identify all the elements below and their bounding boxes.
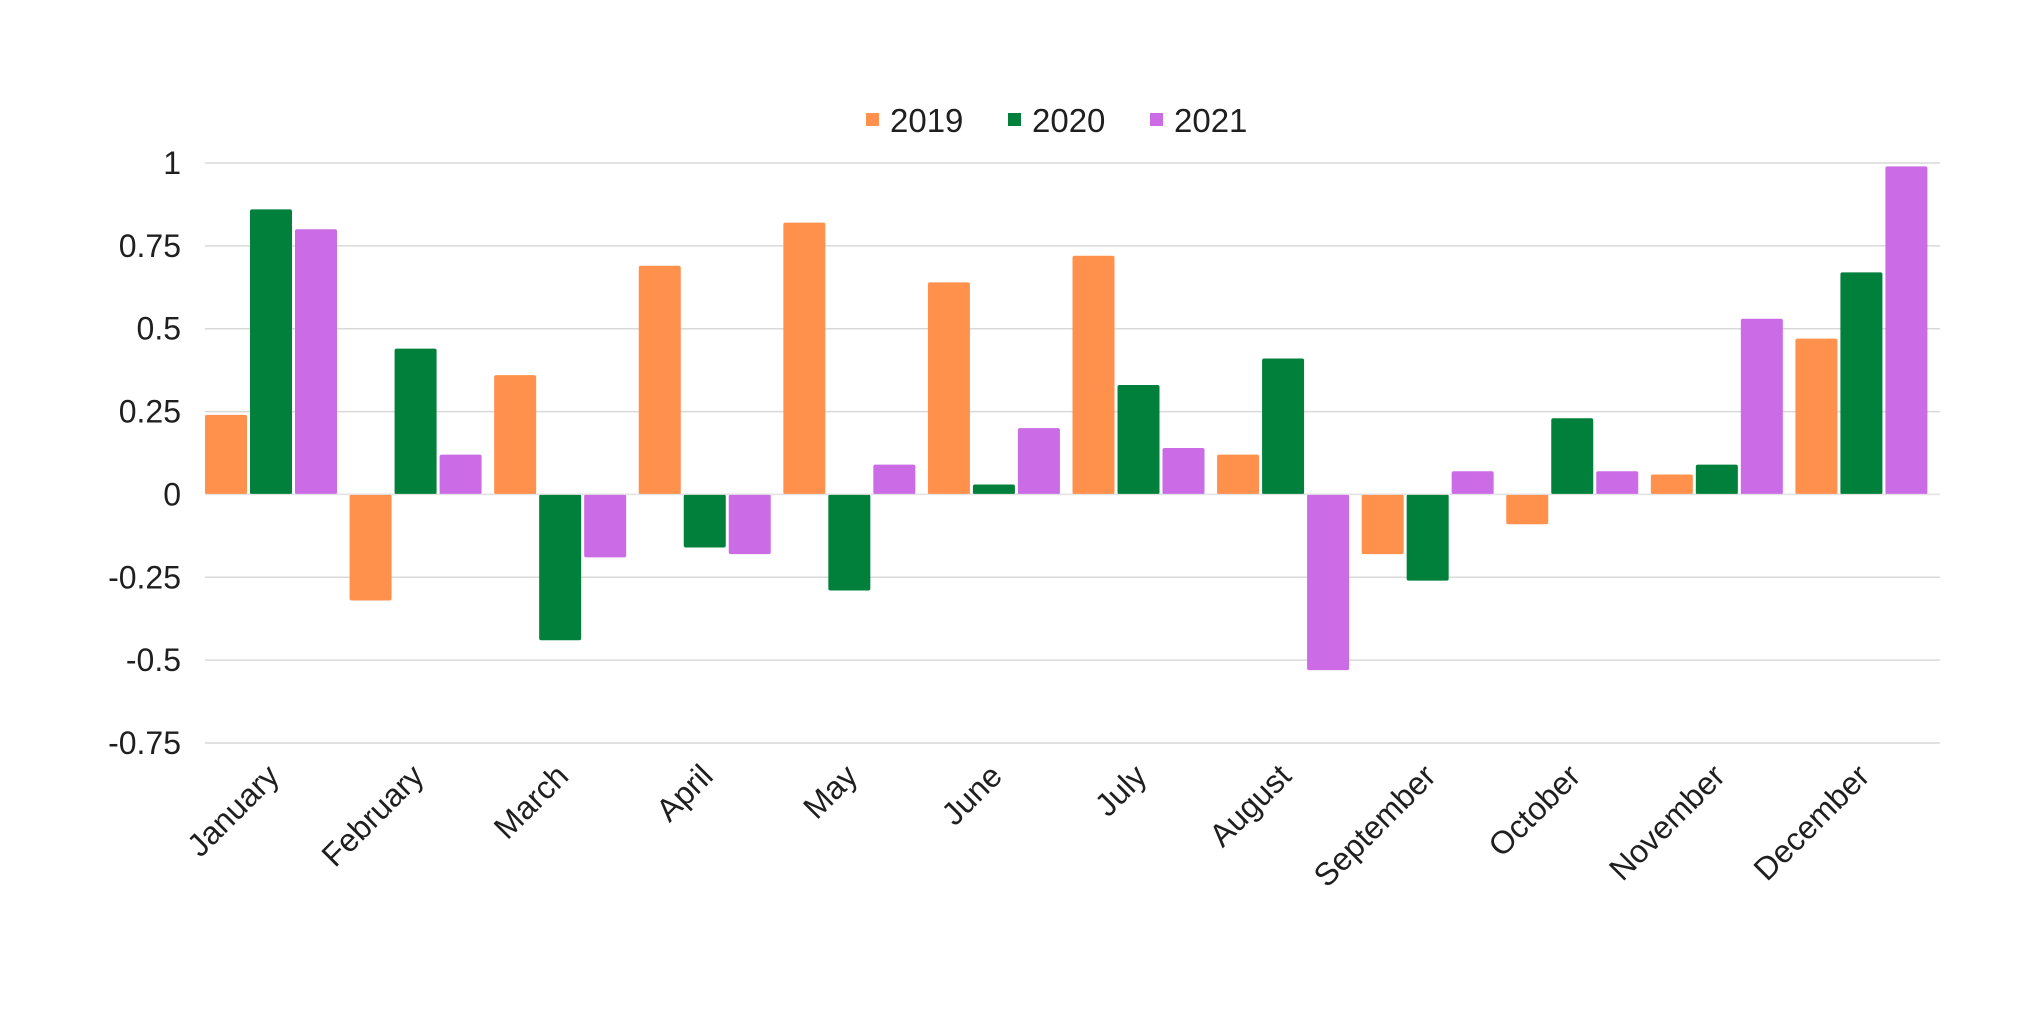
- bar-2021-august: [1307, 494, 1350, 671]
- bar-2020-november: [1695, 464, 1738, 495]
- x-tick-label: October: [1481, 757, 1587, 863]
- bar-2020-january: [250, 209, 292, 495]
- x-tick-label: November: [1602, 757, 1732, 887]
- bar-2020-october: [1551, 418, 1594, 495]
- x-tick-label: September: [1306, 757, 1442, 893]
- y-tick-label: -0.75: [108, 725, 181, 761]
- bar-2019-april: [638, 265, 681, 495]
- bar-2019-june: [927, 282, 970, 495]
- bar-2021-june: [1017, 428, 1060, 495]
- bar-2021-october: [1596, 471, 1639, 495]
- bar-2019-july: [1072, 255, 1115, 495]
- bar-2020-april: [683, 494, 726, 548]
- x-tick-label: April: [649, 757, 720, 828]
- x-tick-label: March: [487, 757, 575, 845]
- y-tick-label: 1: [163, 145, 181, 181]
- x-tick-label: June: [934, 757, 1009, 832]
- bar-2019-february: [349, 494, 392, 601]
- bar-2021-february: [439, 454, 482, 495]
- bar-2021-december: [1885, 166, 1928, 495]
- y-tick-label: 0.5: [137, 311, 181, 347]
- bar-2020-september: [1406, 494, 1449, 581]
- x-tick-label: August: [1202, 757, 1298, 853]
- bar-2020-march: [539, 494, 582, 641]
- bar-2019-september: [1361, 494, 1404, 555]
- y-tick-label: -0.25: [108, 559, 181, 595]
- y-tick-label: 0.25: [119, 394, 181, 430]
- legend-label-2020: 2020: [1032, 102, 1105, 139]
- bar-2019-november: [1650, 474, 1693, 495]
- bar-2020-december: [1840, 272, 1883, 495]
- bar-2019-may: [783, 222, 826, 495]
- bar-2020-february: [394, 348, 437, 495]
- bar-2021-september: [1451, 471, 1494, 495]
- legend: 2019 2020 2021: [866, 102, 1247, 139]
- bar-2019-october: [1506, 494, 1549, 525]
- bar-2020-may: [828, 494, 871, 591]
- x-tick-label: July: [1088, 757, 1154, 823]
- bar-2021-january: [295, 229, 337, 495]
- x-tick-label: February: [315, 757, 431, 873]
- bar-2021-march: [584, 494, 627, 558]
- bar-2019-january: [205, 414, 247, 495]
- bar-2020-august: [1262, 358, 1305, 495]
- legend-swatch-2021: [1150, 113, 1163, 126]
- x-tick-label: May: [796, 757, 864, 825]
- y-tick-label: 0: [163, 476, 181, 512]
- x-tick-label: January: [180, 757, 286, 863]
- y-tick-label: -0.5: [126, 642, 181, 678]
- bar-2019-august: [1217, 454, 1260, 495]
- legend-swatch-2020: [1008, 113, 1021, 126]
- bar-2021-may: [873, 464, 916, 495]
- legend-swatch-2019: [866, 113, 879, 126]
- bar-2021-april: [728, 494, 771, 555]
- bar-2019-march: [494, 375, 537, 495]
- x-axis-ticks: January February March April May June July Augu…: [180, 757, 1877, 893]
- legend-label-2021: 2021: [1174, 102, 1247, 139]
- bar-2021-november: [1740, 318, 1783, 495]
- x-tick-label: December: [1747, 757, 1877, 887]
- bars: [205, 166, 1928, 671]
- y-tick-label: 0.75: [119, 228, 181, 264]
- bar-2019-december: [1795, 338, 1838, 495]
- bar-2020-july: [1117, 385, 1160, 495]
- legend-label-2019: 2019: [890, 102, 963, 139]
- bar-2021-july: [1162, 448, 1205, 495]
- y-axis-ticks: 1 0.75 0.5 0.25 0 -0.25 -0.5 -0.75: [108, 145, 181, 761]
- bar-2020-june: [972, 484, 1015, 495]
